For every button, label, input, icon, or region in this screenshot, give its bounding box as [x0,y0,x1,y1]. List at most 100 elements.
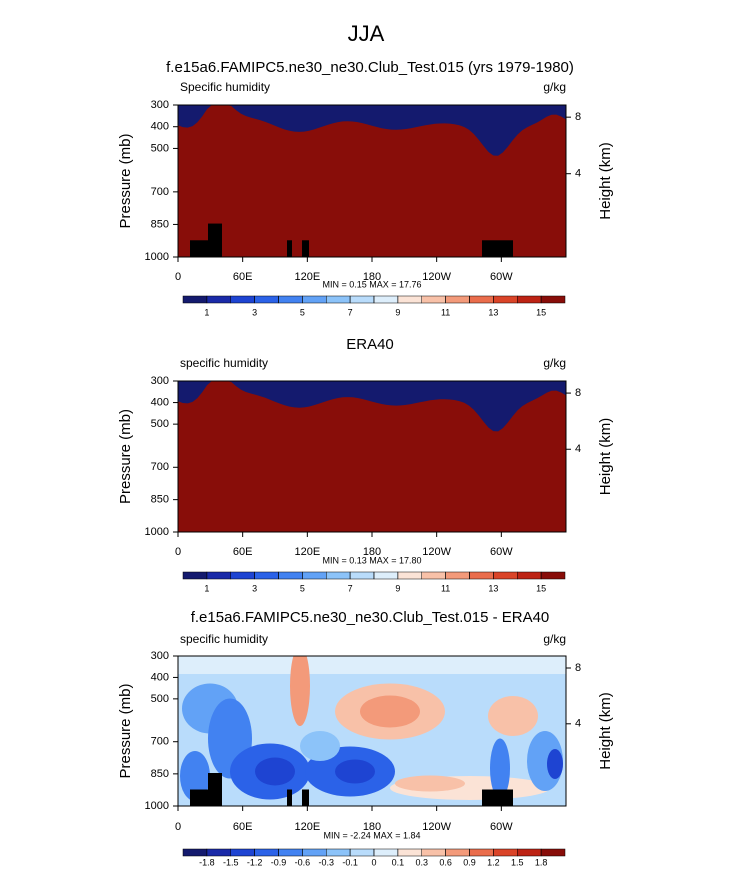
y-tick-label: 300 [151,375,169,387]
x-tick-label: 180 [363,546,381,558]
colorbar-label: 7 [348,583,353,593]
topography [208,773,222,806]
colorbar-box [206,295,231,304]
colorbar-label: -0.9 [271,857,287,867]
contour-fill [300,731,340,761]
colorbar-box [230,295,255,304]
y-tick-label: 300 [151,99,169,111]
y-tick-label: 850 [151,218,169,230]
y-tick-label: 700 [151,461,169,473]
y-tick-label: 500 [151,693,169,705]
y2-axis-label: Height (km) [597,418,614,496]
topography [302,789,309,806]
y-tick-label: 400 [151,671,169,683]
y-tick-label: 850 [151,768,169,780]
contour-fill [255,757,295,786]
y-tick-label: 850 [151,494,169,506]
units-label: g/kg [543,632,566,646]
colorbar-box [302,571,327,580]
topography [287,240,292,257]
x-tick-label: 120W [422,546,451,558]
colorbar-box [469,295,494,304]
colorbar-box [540,848,566,857]
colorbar-box [182,295,208,304]
contour-fill [178,105,566,257]
y-tick-label: 1000 [145,251,169,263]
units-label: g/kg [543,80,566,94]
colorbar-box [517,295,542,304]
colorbar-box [278,571,303,580]
left-label: specific humidity [180,632,268,646]
colorbar-label: 0.1 [392,857,405,867]
topography [482,789,513,806]
colorbar-box [493,571,518,580]
colorbar-label: 0.3 [415,857,428,867]
colorbar-label: 9 [395,583,400,593]
colorbar-box [206,848,231,857]
colorbar-label: 1.2 [487,857,500,867]
contour-fill [180,751,210,801]
colorbar-box [230,571,255,580]
colorbar-box [397,295,422,304]
colorbar-label: 1.5 [511,857,524,867]
left-label: Specific humidity [180,80,270,94]
colorbar-box [421,848,446,857]
x-tick-label: 60E [233,271,253,283]
y2-axis-label: Height (km) [597,142,614,220]
x-tick-label: 60W [490,821,513,833]
colorbar-box [517,571,542,580]
contour-field [178,105,566,257]
x-tick-label: 180 [363,821,381,833]
contour-fill [395,775,465,792]
colorbar-box [421,295,446,304]
colorbar-label: 0.6 [439,857,452,867]
colorbar-label: 11 [441,307,450,317]
y-tick-label: 300 [151,650,169,662]
y-tick-label: 400 [151,396,169,408]
colorbar-box [206,571,231,580]
x-tick-label: 120E [294,271,320,283]
colorbar-box [326,848,351,857]
colorbar-box [421,571,446,580]
main-title: JJA [348,21,385,46]
colorbar-label: -1.8 [199,857,215,867]
colorbar-box [302,295,327,304]
colorbar-label: 0.9 [463,857,476,867]
y-tick-label: 500 [151,142,169,154]
y-axis-label: Pressure (mb) [117,683,134,778]
y-tick-label: 700 [151,186,169,198]
colorbar-label: 5 [300,307,305,317]
colorbar-label: 13 [488,307,498,317]
colorbar-box [349,295,375,304]
colorbar-label: 1 [204,583,209,593]
colorbar-box [540,571,566,580]
y-axis-label: Pressure (mb) [117,409,134,504]
topography [287,789,292,806]
colorbar-box [278,295,303,304]
y-tick-label: 1000 [145,800,169,812]
colorbar-box [254,848,279,857]
y2-tick-label: 8 [575,662,581,674]
x-tick-label: 60E [233,821,253,833]
x-tick-label: 0 [175,271,181,283]
colorbar-label: 1.8 [535,857,548,867]
colorbar-box [302,848,327,857]
colorbar-box [445,848,470,857]
contour-field [178,381,566,532]
contour-fill [360,695,420,728]
contour-fill [335,759,375,784]
colorbar-box [540,295,566,304]
colorbar-label: 15 [536,583,546,593]
colorbar-box [254,571,279,580]
y2-tick-label: 8 [575,387,581,399]
y2-tick-label: 4 [575,718,581,730]
colorbar-box [278,848,303,857]
topography [482,240,513,257]
panel-title: ERA40 [346,336,394,353]
y-tick-label: 1000 [145,526,169,538]
contour-fill [290,656,310,726]
colorbar-label: -1.5 [223,857,239,867]
y-axis-label: Pressure (mb) [117,133,134,228]
stats-label: MIN = 0.15 MAX = 17.76 [322,279,421,289]
colorbar-box [517,848,542,857]
